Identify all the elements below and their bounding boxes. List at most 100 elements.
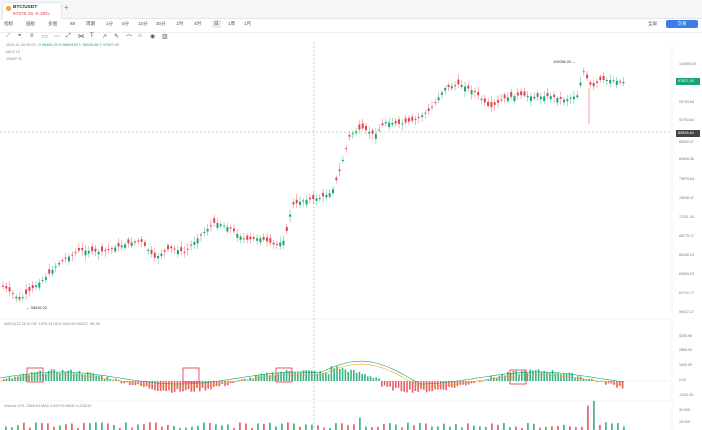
- trash-icon[interactable]: ▥: [162, 34, 168, 40]
- candle-body: [120, 245, 123, 248]
- macd-bar: [344, 369, 347, 381]
- volume-bar: [371, 427, 373, 430]
- macd-bar: [165, 381, 167, 392]
- magnet-icon[interactable]: ⌒: [126, 36, 133, 42]
- fib-icon[interactable]: ≡: [30, 33, 34, 39]
- volume-bar: [29, 427, 31, 430]
- trade-button[interactable]: 交易: [666, 20, 698, 28]
- highlight-box: [509, 369, 527, 385]
- candle-body: [440, 92, 443, 95]
- text-icon[interactable]: T: [90, 33, 94, 39]
- macd-bar: [36, 371, 39, 381]
- lock-icon[interactable]: ⌂: [138, 33, 142, 39]
- candle-body: [510, 91, 513, 97]
- candle-body: [322, 192, 325, 197]
- pattern-icon[interactable]: ⋈: [78, 34, 84, 40]
- macd-bar: [173, 381, 176, 392]
- macd-bar: [439, 381, 442, 390]
- add-tab-icon[interactable]: +: [64, 3, 69, 12]
- toolbar-item-1[interactable]: 画板: [26, 21, 36, 26]
- toolbar-item-2[interactable]: 多图: [48, 21, 58, 26]
- volume-bar: [437, 426, 439, 430]
- macd-bar: [585, 379, 587, 381]
- arrow-icon[interactable]: ↗: [102, 34, 108, 40]
- price-axis-label: 59417.27: [679, 310, 694, 314]
- volume-bar: [167, 424, 169, 430]
- toolbar-item-7[interactable]: 15分: [138, 21, 148, 26]
- toolbar-item-8[interactable]: 30分: [156, 21, 166, 26]
- macd-bar: [487, 379, 489, 381]
- macd-bar: [577, 376, 579, 381]
- candle-body: [200, 234, 202, 236]
- low-marker: ← 58816.00: [26, 306, 47, 310]
- candle-body: [114, 247, 117, 252]
- toolbar-item-13[interactable]: 1月: [244, 21, 252, 26]
- volume-bar: [179, 427, 181, 430]
- candle-body: [196, 238, 199, 244]
- candle-body: [615, 80, 618, 86]
- candle-body: [506, 97, 509, 102]
- macd-bar: [596, 381, 599, 383]
- candle-body: [503, 94, 506, 99]
- volume-bar: [281, 423, 283, 430]
- candle-body: [582, 71, 585, 73]
- shape-icon[interactable]: ▭: [42, 34, 48, 40]
- volume-bar: [311, 424, 313, 430]
- candle-body: [48, 269, 51, 274]
- candle-body: [266, 237, 268, 242]
- candle-body: [305, 199, 308, 205]
- toolbar-item-4[interactable]: 周期: [86, 21, 96, 26]
- toolbar-item-11[interactable]: 日: [212, 20, 221, 28]
- toolbar-item-3[interactable]: 88: [70, 21, 76, 26]
- macd-bar: [182, 381, 184, 392]
- candle-body: [11, 293, 14, 295]
- candle-body: [407, 118, 410, 122]
- eye-icon[interactable]: ◉: [150, 34, 156, 40]
- candle-body: [421, 115, 424, 117]
- highlight-box: [26, 367, 44, 383]
- macd-axis-label: -2000.00: [679, 393, 694, 397]
- candle-body: [523, 91, 526, 96]
- volume-bar: [197, 425, 199, 430]
- macd-bar: [280, 371, 282, 381]
- candle-body: [153, 252, 156, 258]
- symbol-label: BTC/USDT: [13, 5, 38, 10]
- volume-bar: [479, 426, 481, 430]
- toolbar-item-0[interactable]: 指标: [4, 21, 14, 26]
- macd-bar: [504, 375, 506, 381]
- candle-body: [487, 101, 490, 106]
- candle-body: [553, 94, 556, 98]
- coin-icon: [6, 6, 11, 11]
- macd-bar: [437, 381, 439, 390]
- volume-bar: [101, 422, 103, 430]
- macd-bar: [120, 381, 123, 384]
- brush-icon[interactable]: ✎: [114, 34, 120, 40]
- volume-bar: [611, 423, 613, 430]
- candle-body: [434, 102, 437, 104]
- macd-bar: [383, 381, 386, 386]
- cursor-icon[interactable]: ⌖: [18, 33, 22, 39]
- macd-bar: [347, 371, 349, 381]
- volume-bar: [161, 426, 163, 430]
- measure-icon[interactable]: ⤢: [66, 33, 71, 39]
- symbol-tab[interactable]: BTC/USDT 97576.16 -0.33%: [2, 2, 62, 19]
- volume-bar: [605, 422, 607, 430]
- toolbar-item-12[interactable]: 1周: [228, 21, 236, 26]
- macd-bar: [409, 381, 411, 390]
- toolbar-item-6[interactable]: 5分: [122, 21, 130, 26]
- macd-bar: [434, 381, 436, 390]
- trendline-icon[interactable]: ⟋: [6, 33, 11, 39]
- macd-bar: [411, 381, 414, 393]
- volume-bar: [365, 426, 367, 430]
- macd-bar: [61, 369, 64, 381]
- candle-body: [477, 92, 480, 96]
- toolbar-item-9[interactable]: 1时: [176, 21, 184, 26]
- toolbar-item-5[interactable]: 1分: [106, 21, 114, 26]
- fullscreen-button[interactable]: 全屏: [648, 21, 658, 26]
- macd-bar: [235, 380, 237, 382]
- candle-body: [513, 96, 516, 102]
- candle-body: [68, 256, 70, 262]
- toolbar-item-10[interactable]: 4时: [194, 21, 202, 26]
- line-icon[interactable]: ⋯: [54, 34, 60, 40]
